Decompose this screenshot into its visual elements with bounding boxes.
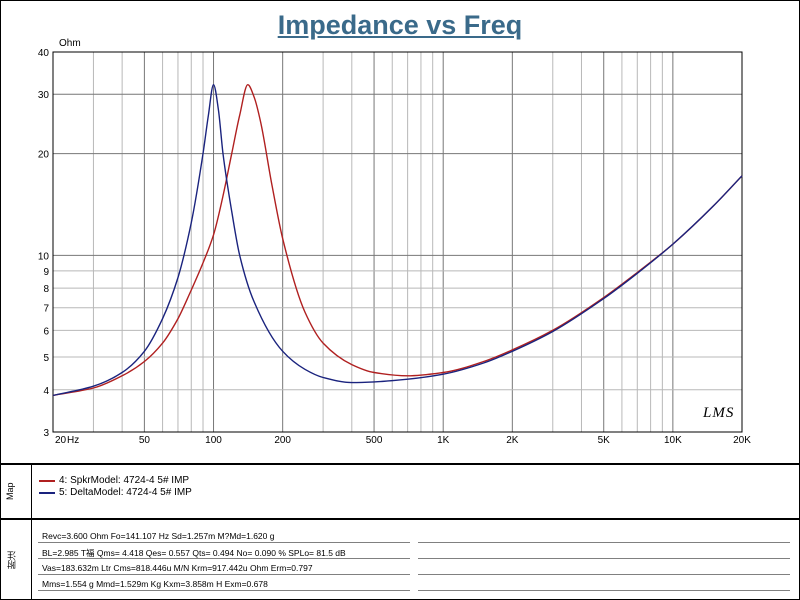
y-tick-label: 6 (43, 326, 49, 337)
legend-swatch-red (39, 479, 55, 482)
plot-border (52, 51, 743, 433)
y-tick-label: 30 (38, 90, 50, 101)
legend-label: 5: DeltaModel: 4724-4 5# IMP (59, 487, 192, 498)
x-axis-label: Hz (67, 435, 79, 446)
rule-line (418, 542, 790, 543)
x-tick-label: 10K (664, 435, 682, 446)
lms-logo: LMS (703, 405, 735, 421)
y-tick-label: 9 (43, 267, 49, 278)
series-line-spkr-model (52, 83, 743, 397)
rule-line (38, 574, 410, 575)
rule-line (418, 590, 790, 591)
x-tick-label: 5K (598, 435, 611, 446)
legend-label: 4: SpkrModel: 4724-4 5# IMP (59, 475, 190, 486)
impedance-chart: 20 50 100 200 500 1K 2K 5K 10K 20K 3 4 5 6 7 8 9 10 20 30 40… (38, 38, 751, 446)
notes-divider (31, 520, 32, 600)
rule-line (38, 542, 410, 543)
rule-line (38, 558, 410, 559)
chart-title: Impedance vs Freq (277, 10, 523, 40)
param-line: Revc=3.600 Ohm Fo=141.107 Hz Sd=1.257m M… (42, 531, 275, 541)
param-line: BL=2.985 T福 Qms= 4.418 Qes= 0.557 Qts= 0… (42, 548, 346, 558)
map-label: Map (5, 482, 15, 501)
y-tick-label: 3 (43, 428, 49, 439)
x-tick-label: 100 (205, 435, 222, 446)
x-tick-label: 20K (733, 435, 751, 446)
rule-line (418, 574, 790, 575)
grid-lines (53, 52, 742, 432)
y-tick-label: 8 (43, 284, 49, 295)
notes-label: 附注 (7, 551, 17, 569)
x-tick-label: 1K (437, 435, 450, 446)
y-tick-label: 20 (38, 150, 50, 161)
tick-labels: 20 50 100 200 500 1K 2K 5K 10K 20K 3 4 5 6 7 8 9 10 20 30 40 (38, 48, 751, 446)
legend-swatch-blue (39, 491, 55, 494)
legend-item: 4: SpkrModel: 4724-4 5# IMP (39, 475, 189, 486)
x-tick-label: 2K (506, 435, 519, 446)
x-tick-label: 20 (55, 435, 67, 446)
y-tick-label: 40 (38, 48, 50, 59)
x-tick-label: 200 (274, 435, 291, 446)
section-divider (0, 463, 800, 465)
section-divider (0, 518, 800, 520)
y-tick-label: 4 (43, 386, 49, 397)
y-tick-label: 10 (38, 251, 50, 262)
rule-line (38, 590, 410, 591)
x-tick-label: 500 (366, 435, 383, 446)
legend-item: 5: DeltaModel: 4724-4 5# IMP (39, 487, 192, 498)
parameters-section: 附注 Revc=3.600 Ohm Fo=141.107 Hz Sd=1.257… (0, 520, 800, 600)
param-line: Mms=1.554 g Mmd=1.529m Kg Kxm=3.858m H E… (42, 579, 268, 589)
legend-divider (31, 464, 32, 519)
y-tick-label: 5 (43, 353, 49, 364)
y-axis-label: Ohm (59, 38, 81, 49)
param-line: Vas=183.632m Ltr Cms=818.446u M/N Krm=91… (42, 563, 313, 573)
series-line-delta-model (52, 83, 743, 397)
y-tick-label: 7 (43, 304, 49, 315)
rule-line (418, 558, 790, 559)
series-layer (52, 83, 743, 397)
legend-section: Map 4: SpkrModel: 4724-4 5# IMP 5: Delta… (0, 464, 800, 519)
x-tick-label: 50 (139, 435, 151, 446)
